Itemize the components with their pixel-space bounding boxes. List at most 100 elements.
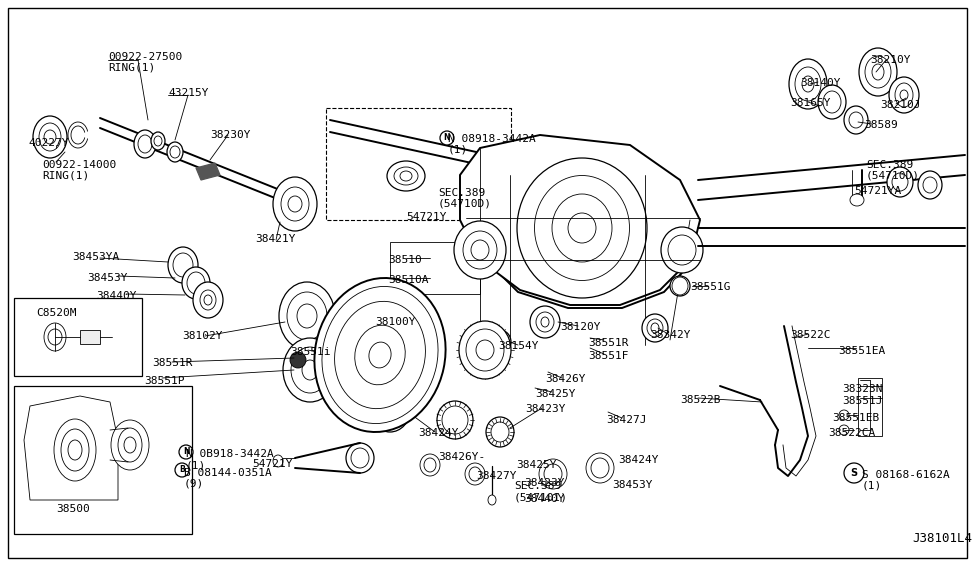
Polygon shape — [196, 163, 220, 180]
Text: 54721YA: 54721YA — [854, 186, 901, 196]
Text: 38323N: 38323N — [842, 384, 882, 394]
Ellipse shape — [552, 194, 612, 262]
Ellipse shape — [111, 420, 149, 470]
Text: 38440Y: 38440Y — [524, 494, 565, 504]
Text: N 0B918-3442A: N 0B918-3442A — [186, 449, 274, 459]
Ellipse shape — [889, 77, 919, 113]
Bar — [14, 298, 142, 376]
Ellipse shape — [437, 401, 473, 439]
Ellipse shape — [795, 67, 821, 101]
Ellipse shape — [541, 317, 549, 327]
Ellipse shape — [302, 360, 318, 380]
Text: (9): (9) — [184, 479, 204, 489]
Ellipse shape — [544, 464, 562, 484]
Ellipse shape — [568, 213, 596, 243]
Ellipse shape — [68, 440, 82, 460]
Ellipse shape — [923, 177, 937, 193]
Text: 38510A: 38510A — [388, 275, 428, 285]
Ellipse shape — [170, 146, 180, 158]
Text: (1): (1) — [186, 460, 207, 470]
Ellipse shape — [918, 171, 942, 199]
Text: 38551R: 38551R — [152, 358, 192, 368]
Ellipse shape — [442, 406, 468, 434]
Ellipse shape — [377, 396, 403, 424]
Text: 38522CA: 38522CA — [828, 428, 876, 438]
Text: 38510: 38510 — [388, 255, 422, 265]
Ellipse shape — [872, 64, 884, 80]
Text: 38453Y: 38453Y — [87, 273, 128, 283]
Ellipse shape — [151, 132, 165, 150]
Ellipse shape — [187, 272, 205, 294]
Text: 38551EB: 38551EB — [832, 413, 879, 423]
Ellipse shape — [530, 306, 560, 338]
Text: RING(1): RING(1) — [42, 171, 90, 181]
Ellipse shape — [465, 463, 485, 485]
Polygon shape — [24, 396, 118, 500]
Ellipse shape — [517, 158, 647, 298]
Ellipse shape — [494, 335, 506, 349]
Text: 38102Y: 38102Y — [182, 331, 222, 341]
Ellipse shape — [489, 330, 511, 354]
Ellipse shape — [476, 340, 494, 360]
Ellipse shape — [789, 59, 827, 109]
Ellipse shape — [591, 458, 609, 478]
Circle shape — [844, 463, 864, 483]
Bar — [390, 242, 480, 294]
Ellipse shape — [369, 342, 391, 368]
Ellipse shape — [459, 321, 511, 379]
Ellipse shape — [463, 231, 497, 269]
Ellipse shape — [334, 301, 425, 409]
Bar — [80, 330, 100, 344]
Ellipse shape — [173, 253, 193, 277]
Text: (54710D): (54710D) — [866, 171, 920, 181]
Text: RING(1): RING(1) — [108, 63, 155, 73]
Polygon shape — [460, 135, 700, 305]
Ellipse shape — [355, 325, 406, 385]
Text: N: N — [182, 448, 189, 457]
Ellipse shape — [850, 194, 864, 206]
Ellipse shape — [469, 467, 481, 481]
Ellipse shape — [865, 56, 891, 88]
Ellipse shape — [287, 292, 327, 340]
Ellipse shape — [279, 282, 335, 350]
Ellipse shape — [647, 319, 663, 337]
Ellipse shape — [200, 290, 216, 310]
Text: 54721Y: 54721Y — [406, 212, 447, 222]
Text: 38427J: 38427J — [606, 415, 646, 425]
Text: 38453YA: 38453YA — [72, 252, 119, 262]
Circle shape — [290, 352, 306, 368]
Ellipse shape — [33, 116, 67, 158]
Ellipse shape — [424, 458, 436, 472]
Ellipse shape — [346, 443, 374, 473]
Text: 38210Y: 38210Y — [870, 55, 911, 65]
Bar — [326, 108, 511, 220]
Text: 38427Y: 38427Y — [476, 471, 517, 481]
Ellipse shape — [290, 193, 300, 207]
Ellipse shape — [471, 240, 489, 260]
Ellipse shape — [466, 329, 504, 371]
Ellipse shape — [539, 459, 567, 489]
Text: 38551J: 38551J — [842, 396, 882, 406]
Ellipse shape — [802, 76, 814, 92]
Text: 38589: 38589 — [864, 120, 898, 130]
Circle shape — [839, 410, 849, 420]
Ellipse shape — [322, 286, 438, 423]
Text: 38230Y: 38230Y — [210, 130, 251, 140]
Text: 38522B: 38522B — [680, 395, 721, 405]
Text: 38154Y: 38154Y — [498, 341, 538, 351]
Circle shape — [175, 463, 189, 477]
Text: 38140Y: 38140Y — [800, 78, 840, 88]
Text: S: S — [850, 468, 858, 478]
Ellipse shape — [124, 437, 136, 453]
Text: SEC.389: SEC.389 — [514, 481, 562, 491]
Text: 38551EA: 38551EA — [838, 346, 885, 356]
Ellipse shape — [672, 277, 688, 295]
Text: 38440Y: 38440Y — [96, 291, 136, 301]
Text: 40227Y: 40227Y — [28, 138, 68, 148]
Ellipse shape — [297, 304, 317, 328]
Text: SEC.389: SEC.389 — [866, 160, 914, 170]
Ellipse shape — [400, 171, 412, 181]
Ellipse shape — [44, 323, 66, 351]
Circle shape — [179, 445, 193, 459]
Ellipse shape — [39, 123, 61, 151]
